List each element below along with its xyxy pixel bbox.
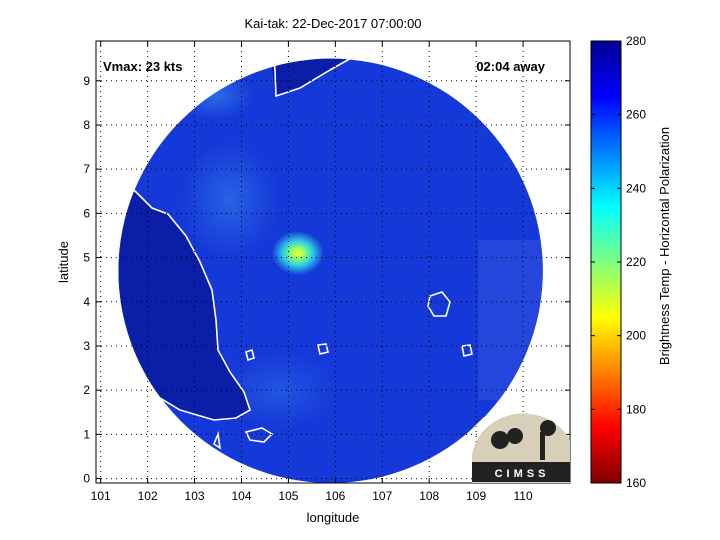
y-tick-label: 7 [83, 162, 90, 176]
colorbar [590, 40, 622, 484]
logo-text: CIMSS [495, 468, 550, 480]
y-tick-label: 4 [83, 295, 90, 309]
x-tick-label: 107 [372, 489, 392, 503]
y-axis: 0 1 2 3 4 5 6 7 8 9 [83, 74, 570, 486]
coastline-islet-b [245, 348, 255, 362]
coastline-west-edge [96, 199, 111, 337]
y-tick-label: 3 [83, 339, 90, 353]
y-tick-label: 2 [83, 383, 90, 397]
storm-core [271, 231, 324, 276]
x-tick-label: 103 [185, 489, 205, 503]
logo-dish-icon [491, 431, 509, 449]
y-tick-label: 1 [83, 427, 90, 441]
x-tick-label: 108 [419, 489, 439, 503]
coastline-islet-c [461, 344, 473, 357]
colorbar-ticks: 160 180 200 220 240 260 280 [591, 34, 646, 490]
gridlines [96, 41, 570, 483]
colorbar-tick-label: 260 [626, 108, 646, 122]
y-tick-label: 0 [83, 472, 90, 486]
vmax-annotation: Vmax: 23 kts [103, 59, 183, 74]
y-tick-label: 8 [83, 118, 90, 132]
logo-tank-icon [540, 420, 556, 436]
colorbar-tick-label: 220 [626, 255, 646, 269]
x-tick-label: 104 [231, 489, 251, 503]
y-axis-title: latitude [56, 241, 71, 283]
coastline-malay-peninsula [96, 171, 251, 421]
x-tick-label: 101 [91, 489, 111, 503]
coastline-islet-a [317, 343, 329, 355]
y-tick-label: 6 [83, 206, 90, 220]
x-tick-label: 105 [278, 489, 298, 503]
cimss-logo: CIMSS [472, 413, 570, 483]
coastlines [96, 41, 570, 483]
plot-area [96, 41, 570, 483]
colorbar-tick-label: 200 [626, 329, 646, 343]
coastline-borneo [469, 391, 570, 433]
colorbar-tick-label: 280 [626, 34, 646, 48]
x-axis: 101 102 103 104 105 106 107 108 109 110 [91, 41, 533, 503]
x-tick-label: 106 [325, 489, 345, 503]
x-tick-label: 109 [466, 489, 486, 503]
colorbar-tick-label: 180 [626, 402, 646, 416]
colorbar-tick-label: 160 [626, 476, 646, 490]
coastline-sumatra [96, 385, 223, 483]
coastline-islands [194, 427, 274, 468]
colorbar-label: Brightness Temp - Horizontal Polarizatio… [657, 127, 672, 365]
logo-band [472, 462, 570, 482]
chart-title: Kai-tak: 22-Dec-2017 07:00:00 [244, 16, 421, 31]
bright-patch-west [180, 140, 280, 260]
y-tick-label: 9 [83, 74, 90, 88]
logo-dish-icon-2 [507, 428, 523, 444]
logo-tower-icon [540, 432, 545, 460]
x-tick-label: 102 [138, 489, 158, 503]
colorbar-tick-label: 240 [626, 181, 646, 195]
indochina-land [272, 58, 362, 96]
x-axis-title: longitude [307, 510, 360, 525]
x-tick-label: 110 [513, 489, 532, 503]
time-offset-annotation: 02:04 away [476, 59, 545, 74]
plot-frame [95, 40, 571, 484]
coastline-indochina [271, 41, 363, 98]
y-tick-label: 5 [83, 251, 90, 265]
coastline-natuna [427, 291, 451, 317]
